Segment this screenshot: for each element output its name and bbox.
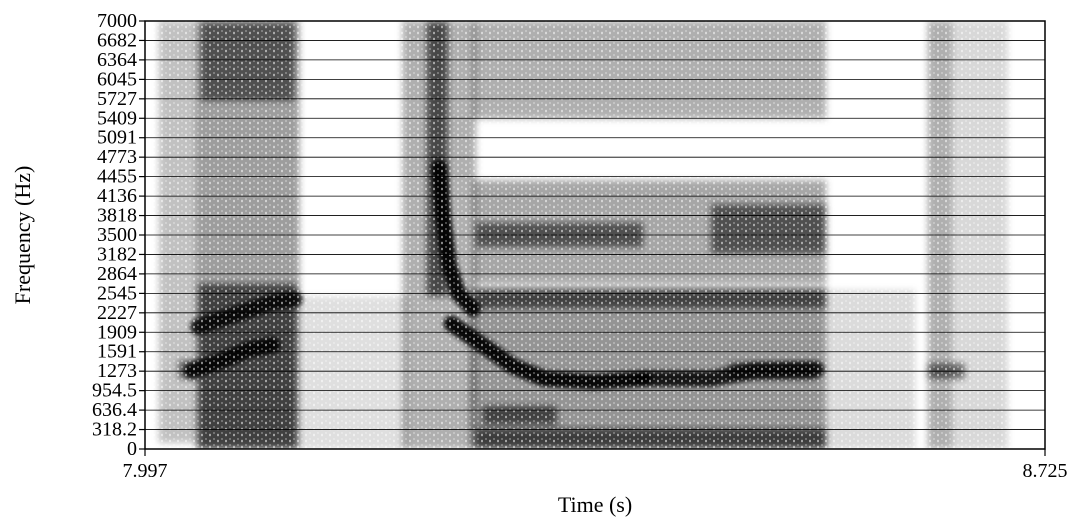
y-tick-label: 2227 — [97, 302, 137, 324]
y-tick-label: 5091 — [97, 127, 137, 149]
y-tick-label: 4136 — [97, 185, 137, 207]
y-tick-label: 5409 — [97, 107, 137, 129]
y-tick-label: 4773 — [97, 146, 137, 168]
y-tick-label: 0 — [127, 438, 137, 460]
x-tick-label: 7.997 — [123, 460, 168, 482]
y-tick-label: 954.5 — [92, 380, 137, 402]
y-tick-label: 6682 — [97, 29, 137, 51]
y-tick-label: 6364 — [97, 49, 137, 71]
y-tick-label: 1591 — [97, 341, 137, 363]
y-tick-label: 6045 — [97, 68, 137, 90]
y-tick-label: 318.2 — [92, 419, 137, 441]
y-tick-label: 2545 — [97, 282, 137, 304]
y-tick-label: 1273 — [97, 360, 137, 382]
y-tick-label: 3500 — [97, 224, 137, 246]
y-tick-label: 4455 — [97, 166, 137, 188]
y-tick-label: 3818 — [97, 205, 137, 227]
y-tick-label: 5727 — [97, 88, 137, 110]
y-axis-title: Frequency (Hz) — [10, 166, 35, 305]
x-axis-title: Time (s) — [558, 492, 632, 517]
y-tick-label: 2864 — [97, 263, 137, 285]
y-tick-label: 7000 — [97, 10, 137, 32]
y-tick-label: 1909 — [97, 321, 137, 343]
y-axis-ticks: 0318.2636.4954.5127315911909222725452864… — [92, 10, 145, 460]
y-tick-label: 636.4 — [92, 399, 137, 421]
x-axis-ticks: 7.997 8.725 — [123, 449, 1068, 482]
x-tick-label: 8.725 — [1023, 460, 1068, 482]
y-tick-label: 3182 — [97, 243, 137, 265]
